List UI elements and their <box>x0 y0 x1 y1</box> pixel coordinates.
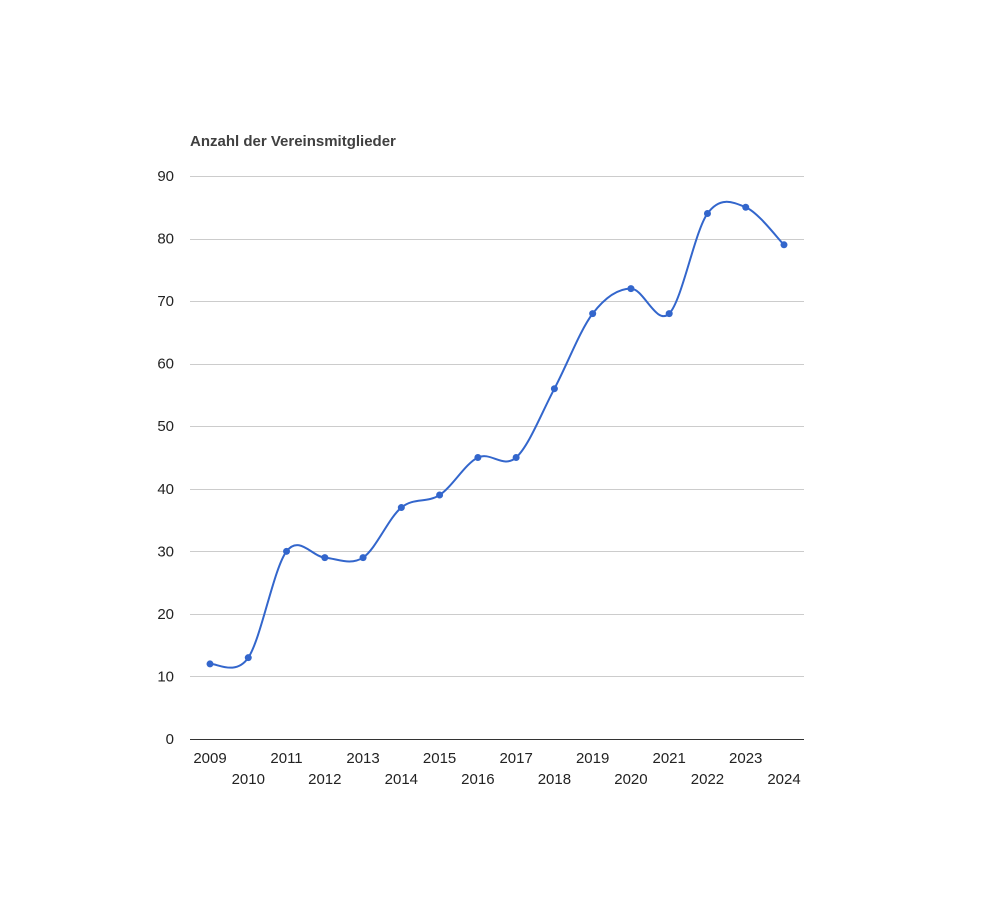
x-tick-label: 2012 <box>308 771 341 788</box>
data-point[interactable] <box>244 654 252 662</box>
data-point[interactable] <box>550 385 558 393</box>
data-point[interactable] <box>512 454 520 461</box>
x-tick-label: 2021 <box>653 750 686 767</box>
series-layer <box>206 200 788 669</box>
y-tick-label: 60 <box>157 356 174 373</box>
x-tick-label: 2018 <box>538 771 571 788</box>
y-tick-label: 30 <box>157 543 174 560</box>
y-tick-label: 40 <box>157 481 174 498</box>
y-tick-label: 50 <box>157 418 174 435</box>
chart-title: Anzahl der Vereinsmitglieder <box>190 133 396 150</box>
data-point[interactable] <box>780 241 788 249</box>
data-point[interactable] <box>665 310 673 318</box>
y-tick-label: 20 <box>157 606 174 623</box>
y-tick-label: 0 <box>166 731 174 748</box>
x-tick-label: 2009 <box>193 750 226 767</box>
x-tick-label: 2017 <box>499 750 532 767</box>
series-line <box>209 200 785 669</box>
x-tick-label: 2014 <box>385 771 418 788</box>
x-tick-label: 2020 <box>614 771 647 788</box>
data-point[interactable] <box>589 310 597 318</box>
x-tick-label: 2011 <box>270 750 302 767</box>
data-point[interactable] <box>474 454 482 461</box>
data-point[interactable] <box>742 203 750 211</box>
y-tick-label: 80 <box>157 231 174 248</box>
x-tick-label: 2019 <box>576 750 609 767</box>
data-point[interactable] <box>206 660 214 668</box>
data-point[interactable] <box>703 210 711 218</box>
data-point[interactable] <box>359 554 367 562</box>
x-tick-label: 2016 <box>461 771 494 788</box>
y-axis-labels: 0 10 20 30 40 50 60 70 80 90 <box>157 168 174 748</box>
x-tick-label: 2022 <box>691 771 724 788</box>
x-tick-label: 2013 <box>346 750 379 767</box>
data-point[interactable] <box>627 285 635 293</box>
gridlines <box>190 176 804 677</box>
x-tick-label: 2010 <box>232 771 265 788</box>
data-point[interactable] <box>283 547 291 555</box>
y-tick-label: 70 <box>157 293 174 310</box>
data-point[interactable] <box>436 491 444 499</box>
x-tick-label: 2023 <box>729 750 762 767</box>
x-tick-label: 2024 <box>767 771 800 788</box>
data-point[interactable] <box>397 504 405 512</box>
y-tick-label: 90 <box>157 168 174 185</box>
x-axis-labels: 2009 2010 2011 2012 2013 2014 2015 2016 2017 2018… <box>193 750 800 788</box>
y-tick-label: 10 <box>157 668 174 685</box>
data-point[interactable] <box>321 554 329 562</box>
x-tick-label: 2015 <box>423 750 456 767</box>
